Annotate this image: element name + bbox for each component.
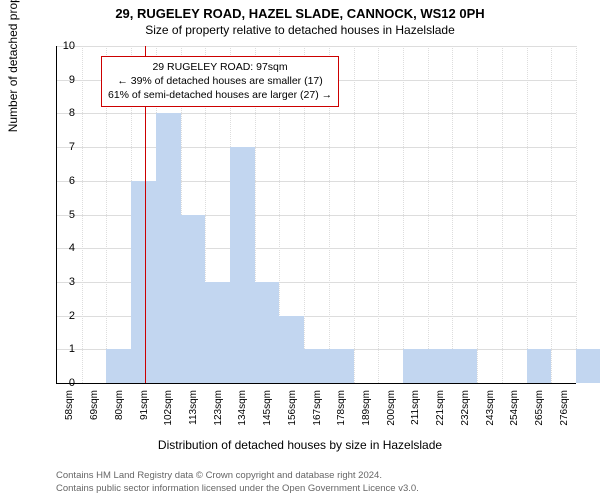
y-tick-label: 6: [55, 175, 75, 187]
x-tick-label: 243sqm: [485, 390, 496, 430]
y-tick-label: 2: [55, 310, 75, 322]
histogram-bar: [181, 215, 206, 384]
histogram-bar: [304, 349, 329, 383]
y-tick-label: 3: [55, 276, 75, 288]
y-tick-label: 8: [55, 107, 75, 119]
histogram-bar: [576, 349, 600, 383]
gridline-v: [576, 46, 577, 383]
gridline-v: [527, 46, 528, 383]
gridline-h: [57, 46, 576, 47]
footer-line-1: Contains HM Land Registry data © Crown c…: [56, 470, 419, 483]
histogram-bar: [428, 349, 453, 383]
x-tick-label: 102sqm: [163, 390, 174, 430]
x-tick-label: 211sqm: [410, 390, 421, 430]
histogram-bar: [205, 282, 230, 383]
gridline-h: [57, 113, 576, 114]
x-tick-label: 200sqm: [386, 390, 397, 430]
gridline-v: [428, 46, 429, 383]
x-axis-label: Distribution of detached houses by size …: [0, 438, 600, 452]
annotation-line: 29 RUGELEY ROAD: 97sqm: [108, 60, 332, 74]
histogram-bar: [527, 349, 552, 383]
x-tick-label: 221sqm: [435, 390, 446, 430]
x-tick-label: 265sqm: [534, 390, 545, 430]
annotation-line: ← 39% of detached houses are smaller (17…: [108, 74, 332, 88]
x-tick-label: 167sqm: [312, 390, 323, 430]
gridline-v: [502, 46, 503, 383]
x-tick-label: 145sqm: [262, 390, 273, 430]
x-tick-label: 189sqm: [361, 390, 372, 430]
histogram-bar: [452, 349, 477, 383]
histogram-bar: [106, 349, 131, 383]
x-tick-label: 134sqm: [237, 390, 248, 430]
histogram-bar: [255, 282, 280, 383]
gridline-v: [551, 46, 552, 383]
y-tick-label: 7: [55, 141, 75, 153]
x-tick-label: 113sqm: [188, 390, 199, 430]
y-tick-label: 1: [55, 343, 75, 355]
gridline-v: [354, 46, 355, 383]
page-title: 29, RUGELEY ROAD, HAZEL SLADE, CANNOCK, …: [0, 0, 600, 21]
annotation-line: 61% of semi-detached houses are larger (…: [108, 88, 332, 102]
gridline-v: [452, 46, 453, 383]
x-tick-label: 276sqm: [559, 390, 570, 430]
x-tick-label: 232sqm: [460, 390, 471, 430]
annotation-box: 29 RUGELEY ROAD: 97sqm← 39% of detached …: [101, 56, 339, 107]
x-tick-label: 58sqm: [64, 390, 75, 430]
histogram-bar: [329, 349, 354, 383]
gridline-v: [477, 46, 478, 383]
y-tick-label: 5: [55, 209, 75, 221]
chart-plot-area: 29 RUGELEY ROAD: 97sqm← 39% of detached …: [56, 46, 576, 384]
y-tick-label: 10: [55, 40, 75, 52]
x-tick-label: 156sqm: [287, 390, 298, 430]
x-tick-label: 69sqm: [89, 390, 100, 430]
gridline-v: [82, 46, 83, 383]
x-tick-label: 123sqm: [213, 390, 224, 430]
x-tick-label: 254sqm: [509, 390, 520, 430]
x-tick-label: 91sqm: [139, 390, 150, 430]
histogram-bar: [156, 113, 181, 383]
x-tick-label: 178sqm: [336, 390, 347, 430]
footer-line-2: Contains public sector information licen…: [56, 483, 419, 496]
x-tick-label: 80sqm: [114, 390, 125, 430]
histogram-bar: [131, 181, 156, 383]
y-tick-label: 0: [55, 377, 75, 389]
gridline-v: [403, 46, 404, 383]
histogram-bar: [230, 147, 255, 383]
y-tick-label: 4: [55, 242, 75, 254]
gridline-h: [57, 147, 576, 148]
attribution-footer: Contains HM Land Registry data © Crown c…: [56, 470, 419, 496]
chart-subtitle: Size of property relative to detached ho…: [0, 21, 600, 37]
histogram-bar: [279, 316, 304, 383]
histogram-bar: [403, 349, 428, 383]
y-axis-label: Number of detached properties: [6, 0, 20, 132]
gridline-v: [378, 46, 379, 383]
y-tick-label: 9: [55, 74, 75, 86]
